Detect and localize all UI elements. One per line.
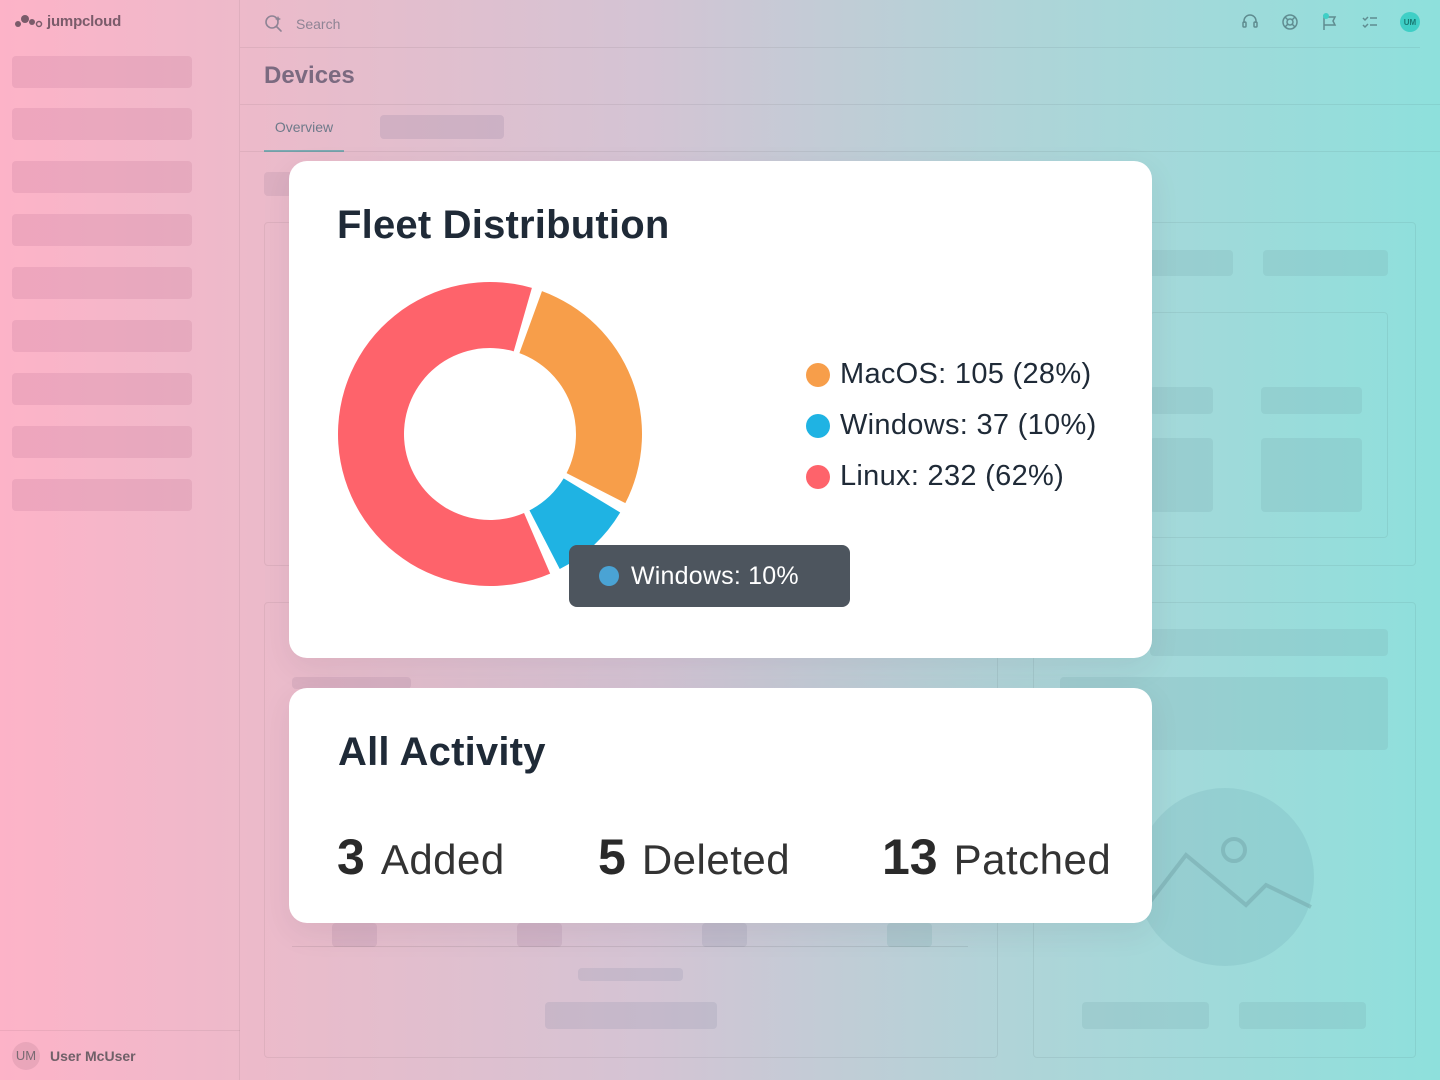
legend-item-windows[interactable]: Windows: 37 (10%): [806, 400, 1097, 451]
stat-patched[interactable]: 13 Patched: [882, 828, 1111, 886]
placeholder-block: [1261, 438, 1362, 512]
legend-dot: [806, 464, 830, 489]
placeholder-block: [1263, 250, 1388, 276]
placeholder-block: [1150, 438, 1213, 512]
fleet-donut-chart: [338, 282, 642, 587]
placeholder-block: [332, 923, 377, 947]
tab-overview[interactable]: Overview: [264, 104, 344, 152]
cloud-logo-icon: [15, 15, 43, 28]
sidebar-item-placeholder[interactable]: [12, 161, 192, 193]
all-activity-card: All Activity 3 Added 5 Deleted 13 Patche…: [289, 688, 1152, 923]
placeholder-block: [1140, 250, 1233, 276]
topbar-actions: UM: [1240, 12, 1420, 32]
stat-value: 3: [337, 829, 365, 885]
legend-label: MacOS: 105 (28%): [840, 358, 1092, 390]
placeholder-block: [517, 923, 562, 947]
avatar[interactable]: UM: [1400, 12, 1420, 32]
legend-dot: [806, 413, 830, 438]
placeholder-block: [578, 968, 683, 981]
brand-name: jumpcloud: [47, 12, 122, 30]
search-icon[interactable]: [264, 14, 284, 34]
user-name: User McUser: [50, 1047, 136, 1064]
placeholder-block: [545, 1002, 717, 1029]
divider: [240, 104, 1440, 105]
legend-item-linux[interactable]: Linux: 232 (62%): [806, 451, 1097, 502]
tooltip-label: Windows: 10%: [631, 561, 799, 590]
placeholder-block: [292, 677, 411, 689]
divider: [240, 151, 1440, 152]
sidebar-item-placeholder[interactable]: [12, 214, 192, 246]
donut-slice-windows[interactable]: [529, 478, 621, 570]
help-lifebuoy-icon[interactable]: [1280, 12, 1300, 32]
sidebar-item-placeholder[interactable]: [12, 108, 192, 140]
tab-placeholder[interactable]: [380, 115, 504, 139]
divider: [292, 946, 968, 947]
placeholder-block: [1261, 387, 1362, 414]
flag-icon[interactable]: [1320, 12, 1340, 32]
topbar: Search UM: [240, 0, 1420, 48]
fleet-distribution-card: Fleet Distribution MacOS: 105 (28%) Wind…: [289, 161, 1152, 658]
search-input[interactable]: Search: [296, 16, 341, 32]
stat-label: Patched: [953, 836, 1112, 883]
avatar: UM: [12, 1041, 40, 1070]
placeholder-block: [1239, 1002, 1366, 1029]
brand-logo[interactable]: jumpcloud: [12, 12, 121, 30]
placeholder-block: [887, 923, 932, 947]
sidebar-item-placeholder[interactable]: [12, 373, 192, 405]
user-menu[interactable]: UM User McUser: [0, 1030, 240, 1080]
sidebar-item-placeholder[interactable]: [12, 479, 192, 511]
legend-label: Linux: 232 (62%): [840, 460, 1065, 492]
placeholder-block: [702, 923, 747, 947]
placeholder-block: [1082, 1002, 1209, 1029]
headset-icon[interactable]: [1240, 12, 1260, 32]
sidebar-item-placeholder[interactable]: [12, 426, 192, 458]
chart-tooltip: Windows: 10%: [569, 545, 850, 607]
placeholder-block: [1150, 629, 1388, 656]
sidebar-item-placeholder[interactable]: [12, 267, 192, 299]
legend-item-macos[interactable]: MacOS: 105 (28%): [806, 349, 1097, 400]
card-title: All Activity: [338, 730, 546, 774]
stat-added[interactable]: 3 Added: [337, 828, 505, 886]
legend-dot: [806, 362, 830, 387]
legend-label: Windows: 37 (10%): [840, 409, 1097, 441]
placeholder-block: [1150, 387, 1213, 414]
chart-legend: MacOS: 105 (28%) Windows: 37 (10%) Linux…: [806, 349, 1097, 502]
donut-slice-macos[interactable]: [519, 291, 642, 504]
sidebar-item-placeholder[interactable]: [12, 320, 192, 352]
stat-value: 13: [882, 829, 938, 885]
tooltip-dot: [599, 566, 619, 586]
sidebar-item-placeholder[interactable]: [12, 56, 192, 88]
checklist-icon[interactable]: [1360, 12, 1380, 32]
stat-value: 5: [598, 829, 626, 885]
image-placeholder-icon: [1136, 788, 1314, 966]
stat-deleted[interactable]: 5 Deleted: [598, 828, 790, 886]
sidebar: jumpcloud UM User McUser: [0, 0, 240, 1080]
card-title: Fleet Distribution: [337, 203, 670, 247]
page-title: Devices: [264, 62, 355, 89]
stat-label: Deleted: [641, 836, 791, 883]
donut-slice-linux[interactable]: [338, 282, 551, 587]
stat-label: Added: [380, 836, 505, 883]
